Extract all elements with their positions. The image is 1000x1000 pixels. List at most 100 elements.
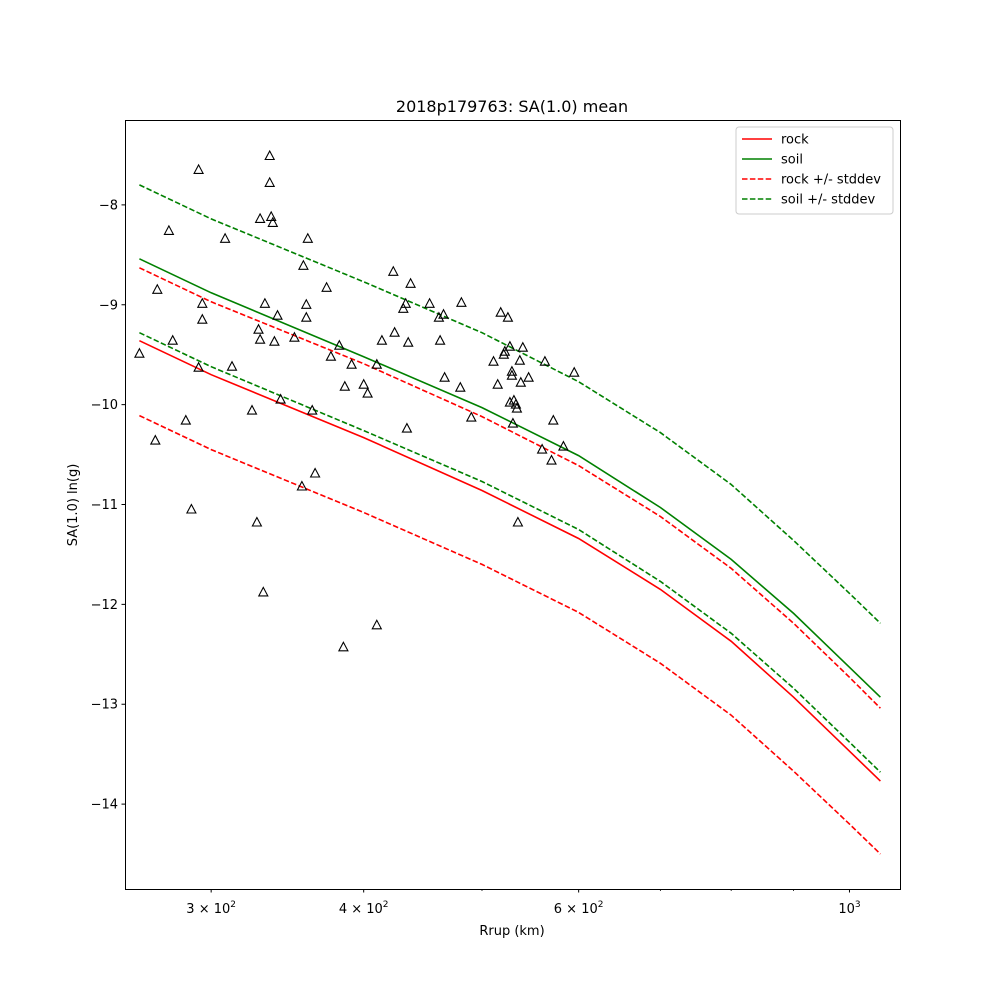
y-tick-label: −11 [91, 498, 118, 513]
observation-marker-76 [514, 354, 526, 365]
observation-marker-3 [163, 224, 175, 235]
observation-marker-70 [506, 369, 518, 380]
observation-marker-33 [306, 404, 318, 415]
observation-marker-56 [438, 308, 449, 319]
legend-label-3: soil +/- stddev [781, 193, 876, 208]
observation-marker-36 [325, 350, 337, 361]
observation-marker-6 [185, 503, 197, 514]
observation-marker-54 [433, 311, 445, 322]
observation-marker-20 [264, 149, 276, 161]
observation-marker-23 [267, 216, 279, 227]
observation-marker-80 [536, 443, 548, 454]
observation-marker-79 [523, 371, 535, 382]
legend-label-2: rock +/- stddev [781, 173, 881, 188]
observation-marker-12 [226, 360, 238, 371]
observation-marker-31 [300, 298, 312, 309]
observation-marker-78 [517, 341, 529, 352]
plot-frame [125, 120, 901, 890]
observation-marker-47 [389, 326, 401, 337]
observation-marker-52 [405, 277, 417, 288]
observation-marker-85 [568, 366, 580, 377]
observation-marker-10 [196, 313, 208, 324]
y-tick-label: −10 [91, 398, 118, 413]
observation-marker-32 [302, 232, 314, 243]
legend: rock soil rock +/- stddev soil +/- stddev [735, 126, 894, 215]
observation-marker-41 [358, 378, 370, 389]
observation-marker-63 [495, 306, 507, 317]
observation-marker-17 [254, 333, 266, 344]
observation-marker-37 [333, 339, 345, 350]
axis-ticks: −8 −9 −10 −11 −12 −13 −14 3 × 102 4 × 102 6 × 102… [91, 198, 861, 917]
observation-marker-82 [546, 454, 557, 465]
observation-marker-11 [219, 232, 231, 243]
observation-marker-77 [515, 376, 527, 387]
observation-marker-59 [455, 296, 467, 307]
observation-marker-68 [504, 340, 516, 351]
series-line-2 [139, 267, 881, 709]
observation-marker-38 [339, 380, 351, 391]
observation-marker-53 [424, 297, 436, 308]
legend-box [735, 126, 894, 215]
y-tick-label: −14 [91, 798, 118, 813]
observation-marker-60 [465, 411, 477, 422]
observation-marker-0 [133, 347, 145, 358]
observation-marker-55 [434, 334, 446, 345]
x-tick-label: 6 × 102 [554, 900, 604, 917]
series-line-4 [139, 184, 881, 624]
observation-marker-13 [246, 404, 258, 415]
y-tick-label: −9 [99, 298, 118, 313]
observation-marker-2 [151, 283, 163, 294]
observation-marker-39 [346, 358, 358, 369]
observation-marker-18 [257, 586, 269, 597]
x-axis-label: Rrup (km) [479, 924, 544, 939]
observation-marker-29 [297, 259, 309, 270]
observation-marker-30 [300, 311, 312, 322]
observation-marker-43 [371, 619, 383, 630]
observation-marker-57 [439, 371, 451, 382]
y-tick-label: −13 [91, 698, 118, 713]
legend-label-0: rock [781, 133, 809, 148]
observation-marker-25 [272, 309, 283, 320]
observation-marker-66 [502, 311, 514, 322]
plot-area [133, 149, 881, 855]
observation-marker-45 [376, 334, 388, 345]
observation-marker-44 [371, 358, 383, 369]
x-tick-label: 3 × 102 [186, 900, 236, 917]
observation-marker-9 [196, 297, 208, 308]
observation-marker-4 [167, 334, 179, 345]
observation-marker-8 [193, 361, 205, 372]
observation-marker-83 [547, 414, 559, 425]
observation-marker-16 [254, 212, 266, 223]
observation-marker-42 [362, 387, 374, 398]
observation-marker-51 [402, 336, 414, 347]
observation-marker-46 [387, 265, 399, 276]
observation-marker-34 [309, 467, 321, 478]
observation-marker-74 [511, 402, 523, 413]
observation-marker-35 [321, 281, 333, 292]
observation-marker-1 [149, 434, 161, 445]
y-tick-label: −12 [91, 598, 118, 613]
x-tick-label: 4 × 102 [339, 900, 389, 917]
observation-marker-75 [512, 516, 524, 527]
observation-marker-65 [499, 345, 511, 356]
observation-marker-28 [296, 480, 308, 491]
observation-marker-15 [253, 323, 264, 334]
observation-marker-26 [275, 393, 287, 404]
series-line-5 [139, 331, 881, 773]
observation-marker-67 [504, 396, 516, 407]
series-line-1 [139, 258, 881, 698]
series-line-3 [139, 414, 881, 855]
y-axis-label: SA(1.0) ln(g) [66, 464, 81, 547]
observation-marker-73 [510, 398, 522, 409]
observation-marker-40 [337, 641, 349, 652]
observation-marker-69 [506, 365, 518, 376]
x-tick-label: 103 [838, 900, 860, 917]
observation-marker-50 [401, 422, 413, 433]
observation-marker-24 [268, 335, 280, 346]
series-line-0 [139, 339, 881, 782]
observation-marker-27 [288, 331, 300, 342]
legend-label-1: soil [781, 153, 803, 168]
observation-marker-81 [539, 355, 551, 366]
observation-marker-71 [507, 417, 519, 428]
